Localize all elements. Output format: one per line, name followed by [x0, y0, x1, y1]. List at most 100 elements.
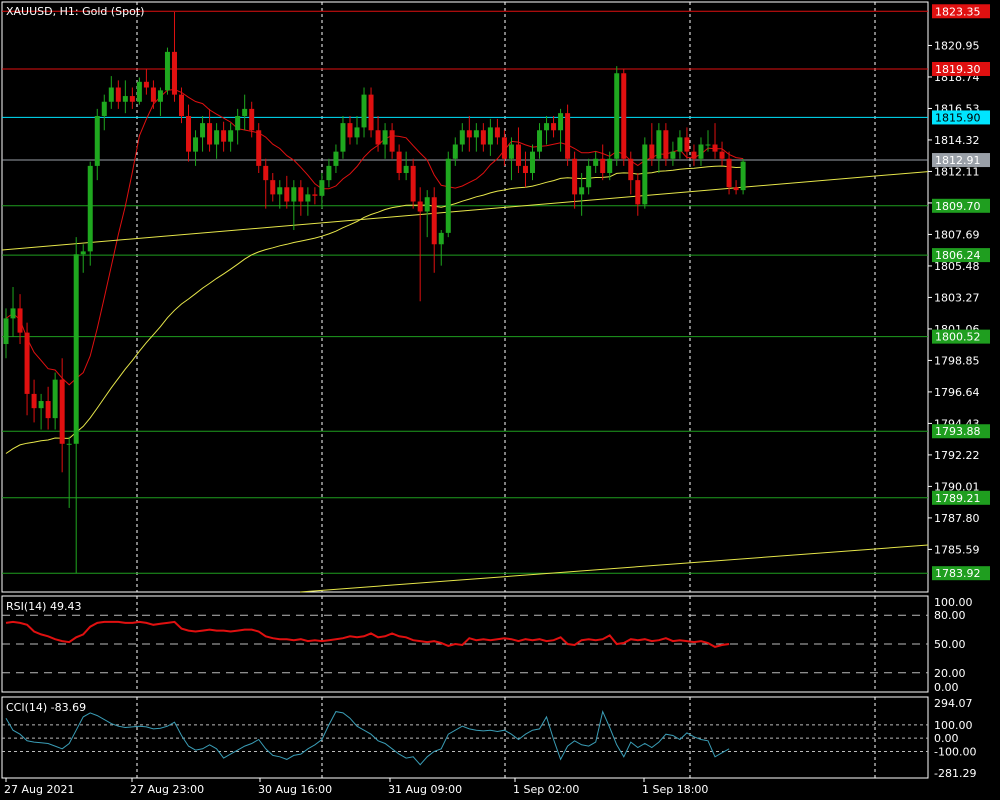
candle-body[interactable] — [487, 127, 493, 145]
candle-body[interactable] — [719, 151, 725, 159]
candle-body[interactable] — [31, 393, 37, 409]
candle-body[interactable] — [522, 165, 528, 174]
candle-body[interactable] — [382, 130, 388, 145]
candle-body[interactable] — [368, 94, 374, 131]
candle-body[interactable] — [108, 87, 114, 102]
candle-body[interactable] — [494, 127, 500, 138]
candle-body[interactable] — [171, 51, 177, 95]
candle-body[interactable] — [593, 158, 599, 166]
candle-body[interactable] — [242, 108, 248, 117]
candle-body[interactable] — [340, 123, 346, 152]
candle-body[interactable] — [712, 144, 718, 152]
candle-body[interactable] — [87, 165, 93, 252]
candle-body[interactable] — [157, 90, 163, 102]
candle-body[interactable] — [459, 130, 465, 145]
candle-body[interactable] — [473, 130, 479, 138]
candle-body[interactable] — [24, 332, 30, 394]
candle-body[interactable] — [214, 130, 220, 145]
candle-body[interactable] — [726, 158, 732, 188]
candle-body[interactable] — [80, 251, 86, 255]
candle-body[interactable] — [480, 130, 486, 145]
candle-body[interactable] — [656, 130, 662, 159]
price-pane[interactable]: 1820.951818.741816.531814.321812.111809.… — [1, 1, 990, 593]
candle-body[interactable] — [354, 127, 360, 138]
candle-body[interactable] — [193, 137, 199, 152]
candle-body[interactable] — [515, 144, 521, 166]
candle-body[interactable] — [186, 116, 192, 152]
candle-body[interactable] — [733, 187, 739, 191]
candle-body[interactable] — [452, 144, 458, 159]
candle-body[interactable] — [677, 137, 683, 152]
candle-body[interactable] — [326, 165, 332, 181]
candle-body[interactable] — [305, 194, 311, 202]
candle-body[interactable] — [291, 187, 297, 202]
candle-body[interactable] — [684, 137, 690, 152]
candle-body[interactable] — [628, 158, 634, 181]
candle-body[interactable] — [396, 151, 402, 174]
candle-body[interactable] — [670, 151, 676, 159]
candle-body[interactable] — [298, 187, 304, 202]
candle-body[interactable] — [10, 308, 16, 319]
candle-body[interactable] — [565, 113, 571, 159]
candle-body[interactable] — [17, 308, 23, 333]
candle-body[interactable] — [389, 130, 395, 152]
candle-body[interactable] — [200, 123, 206, 138]
candle-body[interactable] — [431, 197, 437, 245]
candle-body[interactable] — [614, 73, 620, 159]
candle-body[interactable] — [375, 130, 381, 145]
candle-body[interactable] — [621, 73, 627, 159]
candle-body[interactable] — [129, 96, 135, 102]
candle-body[interactable] — [150, 87, 156, 102]
trendline-upper[interactable] — [1, 171, 929, 251]
candle-body[interactable] — [136, 81, 142, 102]
candle-body[interactable] — [207, 123, 213, 145]
candle-body[interactable] — [143, 81, 149, 88]
candle-body[interactable] — [691, 151, 697, 159]
fast-moving-average-line[interactable] — [5, 88, 744, 386]
trendline-lower[interactable] — [299, 544, 929, 593]
candle-body[interactable] — [642, 144, 648, 205]
candle-body[interactable] — [600, 158, 606, 174]
candle-body[interactable] — [256, 130, 262, 166]
candle-body[interactable] — [101, 101, 107, 117]
candle-body[interactable] — [438, 232, 444, 245]
candle-body[interactable] — [3, 318, 9, 345]
candle-body[interactable] — [579, 187, 585, 195]
cci-pane[interactable]: 294.07 100.000.00-100.00 -281.29 — [1, 696, 976, 780]
candle-body[interactable] — [164, 51, 170, 91]
rsi-line[interactable] — [5, 620, 730, 648]
candle-body[interactable] — [445, 158, 451, 233]
candle-body[interactable] — [663, 130, 669, 159]
candle-body[interactable] — [537, 130, 543, 152]
candle-body[interactable] — [551, 123, 557, 131]
candle-body[interactable] — [635, 180, 641, 205]
candle-body[interactable] — [333, 151, 339, 166]
candle-body[interactable] — [417, 201, 423, 212]
candle-body[interactable] — [403, 165, 409, 174]
candle-body[interactable] — [179, 94, 184, 117]
candle-body[interactable] — [501, 137, 507, 159]
candle-body[interactable] — [66, 443, 72, 445]
candle-body[interactable] — [73, 254, 79, 444]
candle-body[interactable] — [740, 161, 746, 191]
candle-body[interactable] — [544, 123, 550, 131]
candle-body[interactable] — [361, 94, 367, 128]
candle-body[interactable] — [235, 116, 241, 131]
candle-body[interactable] — [705, 144, 711, 146]
candle-body[interactable] — [508, 144, 514, 159]
candle-body[interactable] — [59, 379, 65, 444]
candle-body[interactable] — [530, 151, 535, 174]
candle-body[interactable] — [122, 96, 128, 102]
candle-body[interactable] — [45, 401, 51, 419]
candle-body[interactable] — [607, 158, 613, 174]
candle-body[interactable] — [558, 113, 564, 131]
candle-body[interactable] — [698, 144, 704, 159]
candle-body[interactable] — [424, 197, 430, 212]
candle-body[interactable] — [94, 116, 100, 166]
candle-body[interactable] — [466, 130, 472, 138]
candle-body[interactable] — [277, 187, 283, 195]
candle-body[interactable] — [586, 165, 592, 188]
candle-body[interactable] — [115, 87, 121, 102]
